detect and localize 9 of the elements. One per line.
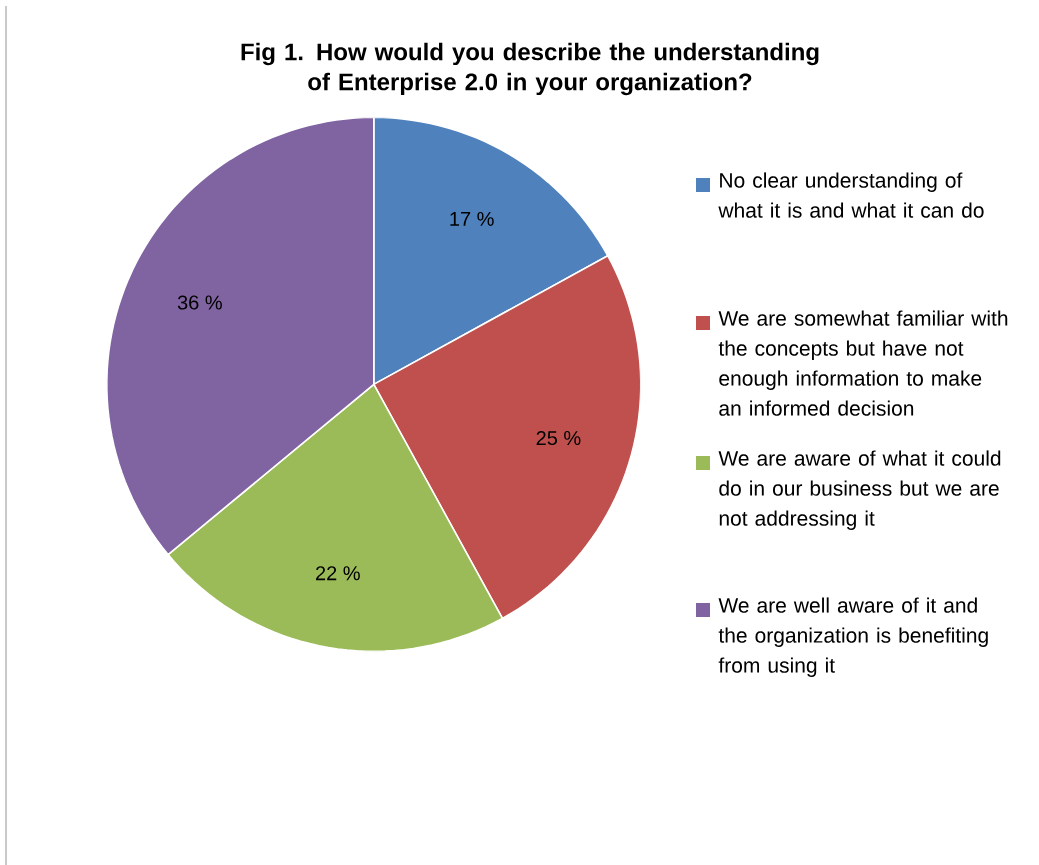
chart-title: Fig 1. How would you describe the understanding of Enterprise 2.0 in your organization?	[241, 42, 819, 96]
legend-label: No clear understanding of what it is and what it can do	[718, 172, 984, 218]
legend-label: We are aware of what it could do in our business but we are not addressing it	[718, 450, 1001, 530]
data-label: 22 %	[316, 566, 360, 581]
legend-label: We are well aware of it and the organization is benefiting from using it	[718, 597, 988, 677]
data-label: 36 %	[177, 295, 222, 310]
legend-label: We are somewhat familiar with the concepts but have not enough information to make an informed decision	[718, 310, 1008, 416]
data-label: 25 %	[536, 430, 581, 446]
data-label: 17 %	[450, 211, 494, 226]
